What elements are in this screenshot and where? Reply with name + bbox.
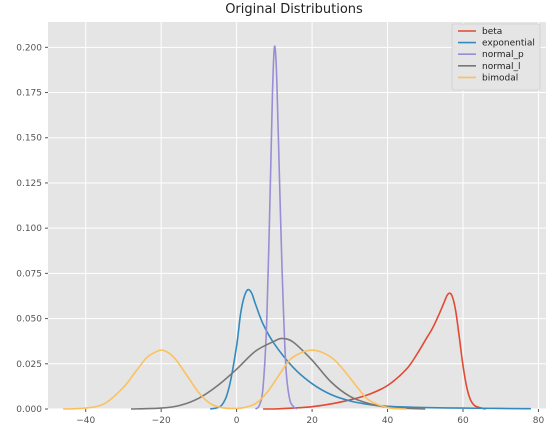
series-line-bimodal: [63, 349, 407, 410]
y-tick-label: 0.150: [16, 134, 42, 144]
x-axis-ticks: −40 −20 0 20 40 60 80: [76, 409, 544, 426]
legend-label: bimodal: [482, 73, 518, 83]
x-tick-label: 20: [306, 416, 318, 426]
y-tick-label: 0.000: [16, 405, 42, 415]
y-tick-label: 0.175: [16, 89, 42, 99]
legend-label: normal_p: [482, 50, 524, 60]
y-tick-label: 0.125: [16, 179, 42, 189]
x-tick-label: 40: [382, 416, 394, 426]
series-layer: [63, 45, 531, 410]
legend-label: beta: [482, 27, 502, 37]
x-tick-label: 0: [234, 416, 240, 426]
series-line-normal-p: [254, 45, 298, 410]
y-tick-label: 0.200: [16, 43, 42, 53]
y-tick-label: 0.025: [16, 360, 42, 370]
series-line-beta: [263, 292, 486, 410]
x-tick-label: 60: [457, 416, 469, 426]
y-tick-label: 0.050: [16, 315, 42, 325]
series-line-normal-l: [130, 337, 426, 410]
y-axis-ticks: 0.000 0.025 0.050 0.075 0.100 0.125 0.150 0.175…: [16, 43, 48, 415]
legend-label: normal_l: [482, 62, 521, 72]
legend-label: exponential: [482, 39, 535, 49]
y-tick-label: 0.100: [16, 224, 42, 234]
series-line-exponential: [209, 288, 531, 410]
x-tick-label: −20: [152, 416, 171, 426]
chart-title: Original Distributions: [225, 2, 363, 17]
y-tick-label: 0.075: [16, 269, 42, 279]
legend-box: [451, 23, 541, 91]
x-tick-label: 80: [533, 416, 545, 426]
x-tick-label: −40: [76, 416, 95, 426]
